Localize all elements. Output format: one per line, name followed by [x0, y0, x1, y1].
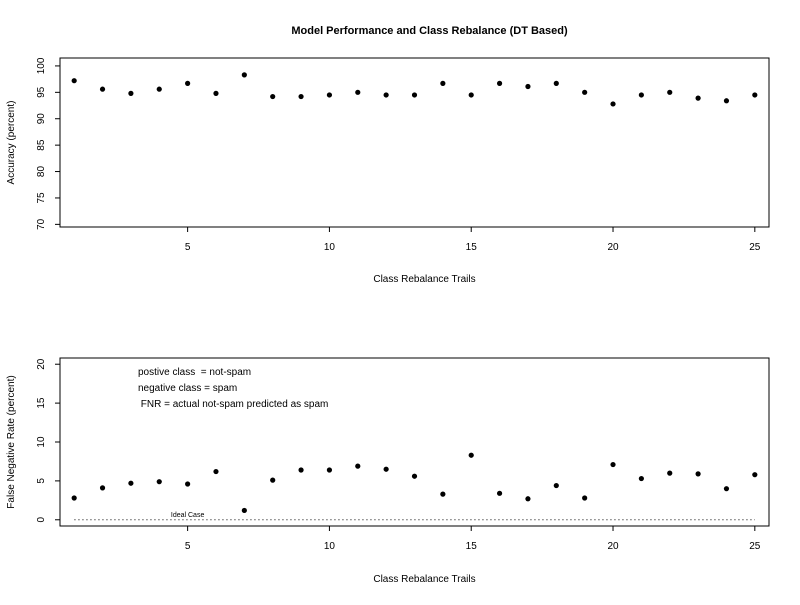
x-tick-label: 10	[324, 541, 336, 552]
y-axis-label: False Negative Rate (percent)	[6, 375, 17, 508]
data-point	[270, 93, 276, 100]
data-point	[128, 90, 134, 96]
data-point	[99, 485, 106, 491]
x-tick-label: 10	[324, 242, 336, 253]
y-tick-label: 10	[36, 436, 47, 448]
y-tick-label: 75	[36, 192, 47, 204]
x-tick-label: 15	[466, 242, 478, 253]
legend-annotation: negative class = spam	[138, 383, 237, 394]
data-point	[440, 80, 446, 86]
data-point	[582, 495, 588, 501]
data-point	[752, 472, 758, 478]
data-point	[582, 89, 588, 95]
legend-annotation: postive class = not-spam	[138, 367, 251, 378]
data-point	[468, 92, 474, 98]
data-point	[213, 90, 219, 96]
data-point	[723, 98, 730, 104]
x-axis-label: Class Rebalance Trails	[373, 274, 475, 285]
data-point	[326, 92, 333, 98]
data-point	[156, 86, 162, 92]
data-point	[610, 461, 616, 468]
data-point	[355, 89, 361, 95]
plot-frame	[59, 57, 770, 228]
data-point	[695, 95, 701, 101]
y-tick-label: 5	[36, 478, 47, 484]
x-tick-label: 5	[185, 541, 191, 552]
data-point	[185, 481, 191, 487]
chart-title: Model Performance and Class Rebalance (D…	[291, 25, 568, 37]
data-point	[496, 490, 503, 496]
data-point	[270, 477, 276, 483]
data-point	[440, 491, 446, 497]
y-tick-label: 80	[36, 166, 47, 178]
x-tick-label: 15	[466, 541, 478, 552]
y-axis-label: Accuracy (percent)	[6, 101, 17, 185]
ideal-case-label: Ideal Case	[171, 512, 205, 519]
data-point	[723, 486, 730, 492]
x-tick-label: 25	[749, 242, 761, 253]
data-point	[496, 80, 503, 86]
x-tick-label: 5	[185, 242, 191, 253]
data-point	[383, 466, 389, 472]
data-point	[525, 496, 531, 502]
data-point	[71, 78, 77, 84]
data-point	[667, 89, 673, 95]
data-point	[241, 507, 247, 514]
data-point	[213, 468, 219, 475]
y-tick-label: 100	[36, 57, 47, 74]
data-point	[610, 101, 616, 107]
x-tick-label: 20	[607, 242, 619, 253]
y-tick-label: 20	[36, 358, 47, 370]
x-tick-label: 25	[749, 541, 761, 552]
data-point	[638, 475, 644, 482]
data-point	[326, 467, 333, 473]
data-point	[553, 482, 559, 489]
data-point	[185, 80, 191, 86]
legend-annotation: FNR = actual not-spam predicted as spam	[138, 399, 328, 410]
data-point	[355, 463, 361, 469]
y-tick-label: 15	[36, 397, 47, 409]
data-point	[128, 480, 134, 486]
x-tick-label: 20	[607, 541, 619, 552]
data-point	[156, 479, 162, 485]
data-point	[298, 467, 304, 473]
data-point	[553, 80, 559, 86]
data-point	[411, 92, 418, 98]
y-tick-label: 85	[36, 139, 47, 151]
data-point	[667, 470, 673, 476]
data-point	[695, 471, 701, 477]
y-tick-label: 95	[36, 86, 47, 98]
data-point	[71, 495, 77, 501]
data-point	[383, 92, 389, 98]
data-point	[638, 92, 644, 98]
data-point	[468, 452, 474, 458]
data-point	[241, 72, 247, 78]
data-point	[298, 93, 304, 100]
y-tick-label: 90	[36, 113, 47, 125]
data-point	[411, 473, 418, 479]
y-tick-label: 70	[36, 218, 47, 230]
data-point	[752, 92, 758, 98]
x-axis-label: Class Rebalance Trails	[373, 574, 475, 585]
data-point	[525, 83, 531, 90]
y-tick-label: 0	[36, 517, 47, 523]
data-point	[99, 86, 106, 92]
